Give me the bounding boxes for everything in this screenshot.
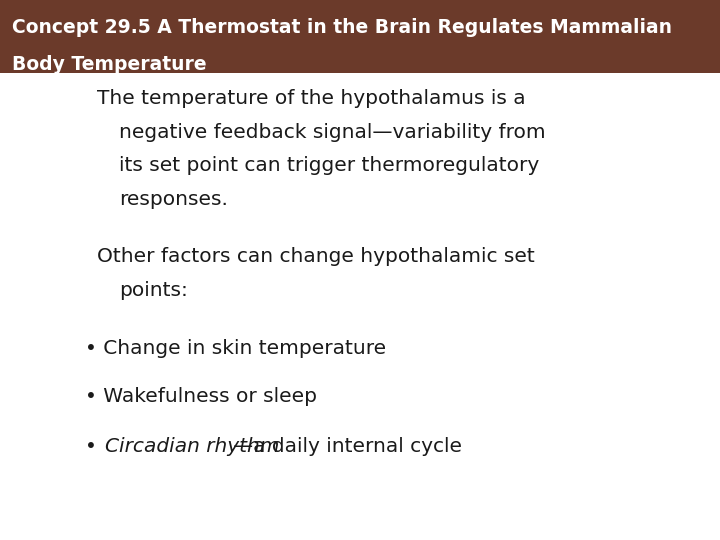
Text: Other factors can change hypothalamic set: Other factors can change hypothalamic se… [97, 247, 535, 266]
Text: • Change in skin temperature: • Change in skin temperature [85, 339, 386, 357]
Text: responses.: responses. [119, 190, 228, 208]
Text: The temperature of the hypothalamus is a: The temperature of the hypothalamus is a [97, 89, 526, 108]
Text: Circadian rhythm: Circadian rhythm [105, 437, 279, 456]
Text: • Wakefulness or sleep: • Wakefulness or sleep [85, 387, 317, 406]
Text: •: • [85, 437, 103, 456]
Text: —a daily internal cycle: —a daily internal cycle [233, 437, 462, 456]
Text: Body Temperature: Body Temperature [12, 55, 206, 74]
Text: its set point can trigger thermoregulatory: its set point can trigger thermoregulato… [119, 156, 539, 175]
Text: Concept 29.5 A Thermostat in the Brain Regulates Mammalian: Concept 29.5 A Thermostat in the Brain R… [12, 18, 672, 37]
Text: points:: points: [119, 281, 188, 300]
Bar [0, 0, 720, 73]
Text: negative feedback signal—variability from: negative feedback signal—variability fro… [119, 123, 546, 141]
